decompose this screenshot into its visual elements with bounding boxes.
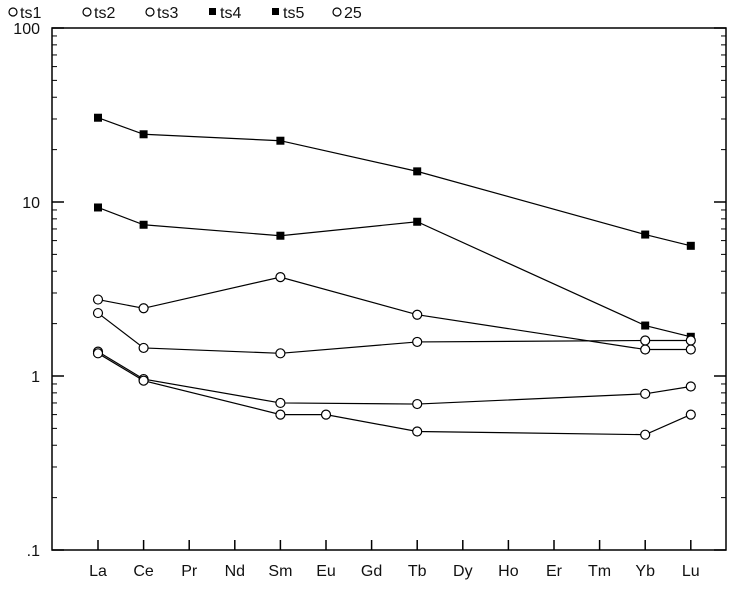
data-point-ts2-tb [412, 426, 423, 437]
data-point-ts3-ce [138, 303, 149, 314]
x-tick-label-er: Er [546, 563, 563, 580]
legend-label: 25 [344, 5, 362, 22]
data-point-ts2-la [92, 348, 104, 359]
x-tick-label-lu: Lu [682, 563, 700, 580]
data-point-ts3-lu [685, 344, 696, 355]
series-ts1 [92, 346, 696, 410]
y-axis: .1 1 10 100 [13, 21, 726, 560]
data-point-25-ce [138, 342, 149, 354]
data-point-ts4-ce [139, 130, 148, 139]
data-point-ts5-la [94, 203, 102, 212]
data-point-ts4-sm [276, 136, 285, 145]
data-point-ts3-yb [640, 344, 651, 355]
legend-item-ts1: ts1 [8, 5, 41, 22]
data-point-ts2-ce [138, 375, 149, 386]
data-point-ts5-yb [641, 321, 650, 330]
plot-area-frame [51, 27, 727, 551]
data-point-25-lu [685, 335, 696, 346]
data-point-ts1-yb [640, 388, 651, 399]
data-point-25-sm [275, 348, 286, 359]
data-point-ts3-tb [412, 309, 423, 320]
x-tick-label-ce: Ce [133, 563, 154, 580]
legend-item-ts2: ts2 [82, 5, 115, 22]
series-ts4 [94, 113, 695, 250]
legend-marker-open-circle [145, 7, 155, 17]
legend-item-ts5: ts5 [272, 5, 304, 22]
x-tick-label-la: La [89, 563, 107, 580]
x-tick-label-nd: Nd [225, 563, 245, 580]
legend-label: ts2 [94, 5, 115, 22]
data-point-25-la [92, 307, 104, 319]
data-point-ts4-tb [413, 167, 422, 176]
x-tick-label-pr: Pr [181, 563, 198, 580]
data-point-ts5-tb [413, 217, 422, 226]
x-tick-label-tm: Tm [588, 563, 611, 580]
data-point-ts4-lu [686, 241, 695, 250]
legend-marker-filled-square [272, 8, 279, 15]
x-tick-label-gd: Gd [361, 563, 382, 580]
data-point-ts1-sm [275, 397, 286, 409]
series-line-ts4 [97, 117, 691, 247]
data-point-ts2-eu [320, 409, 332, 420]
legend: ts1 ts2 ts3 ts4 ts5 25 [8, 5, 362, 22]
legend-label: ts4 [220, 5, 241, 22]
data-point-ts1-tb [412, 398, 423, 410]
data-point-ts5-sm [276, 231, 285, 240]
legend-marker-open-circle [332, 7, 342, 17]
data-point-ts1-lu [685, 381, 696, 392]
data-point-ts4-la [94, 113, 102, 122]
data-point-25-tb [412, 336, 423, 348]
data-point-25-yb [640, 335, 651, 346]
legend-item-ts3: ts3 [145, 5, 178, 22]
series-ts3 [92, 272, 696, 355]
legend-item-25: 25 [332, 5, 362, 22]
x-tick-label-dy: Dy [453, 563, 473, 580]
series-ts5 [94, 203, 695, 341]
data-point-ts3-la [92, 294, 104, 305]
legend-marker-open-circle [82, 7, 92, 17]
legend-label: ts1 [20, 5, 41, 22]
y-tick-label: 10 [22, 195, 40, 212]
series-line-ts2 [97, 352, 692, 436]
data-point-ts4-yb [641, 230, 650, 239]
y-tick-label: 1 [31, 369, 40, 386]
data-point-ts2-lu [685, 409, 696, 420]
series-line-ts5 [97, 206, 691, 338]
legend-label: ts3 [157, 5, 178, 22]
x-tick-label-tb: Tb [408, 563, 427, 580]
data-point-ts3-sm [275, 272, 286, 283]
x-tick-label-sm: Sm [268, 563, 292, 580]
series-line-ts1 [97, 351, 691, 405]
data-point-ts2-sm [275, 409, 286, 420]
x-axis: La Ce Pr Nd Sm Eu Gd Tb Dy Ho Er Tm Yb Lu [89, 540, 700, 580]
data-point-ts2-yb [640, 429, 651, 440]
legend-item-ts4: ts4 [209, 5, 241, 22]
series-layer [92, 113, 696, 440]
legend-marker-filled-square [209, 8, 216, 15]
x-tick-label-eu: Eu [316, 563, 336, 580]
data-point-ts5-ce [139, 220, 148, 229]
x-tick-label-ho: Ho [498, 563, 519, 580]
legend-label: ts5 [283, 5, 304, 22]
legend-marker-open-circle [8, 7, 18, 17]
series-25 [92, 307, 696, 359]
series-line-ts3 [97, 276, 691, 351]
x-tick-label-yb: Yb [635, 563, 655, 580]
series-line-25 [97, 312, 691, 354]
y-tick-label: .1 [27, 543, 40, 560]
y-tick-label: 100 [13, 21, 40, 38]
series-ts2 [92, 348, 696, 440]
